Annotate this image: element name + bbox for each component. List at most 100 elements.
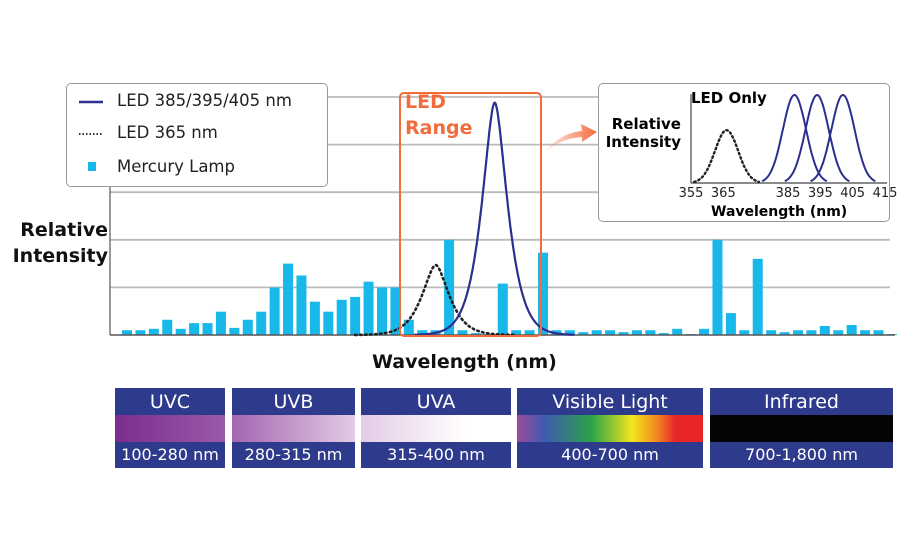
mercury-bar (457, 330, 468, 335)
mercury-bar (564, 330, 575, 335)
band-color-gradient (517, 415, 703, 442)
mercury-bar (363, 281, 374, 335)
mercury-bar (162, 319, 173, 335)
inset-y-label: Relative Intensity (605, 115, 681, 151)
band-range: 400-700 nm (561, 445, 659, 464)
mercury-bar (860, 330, 871, 335)
inset-curve (784, 93, 850, 183)
mercury-bar (846, 325, 857, 335)
mercury-bar (819, 325, 830, 335)
y-axis-label: Relative Intensity (12, 219, 108, 267)
mercury-bar (296, 275, 307, 335)
mercury-bar (148, 328, 159, 335)
mercury-bar (873, 330, 884, 335)
mercury-bar (202, 323, 213, 335)
inset-curve (693, 128, 761, 184)
mercury-bar (672, 328, 683, 335)
legend-swatches (79, 100, 103, 171)
mercury-bar (511, 330, 522, 335)
x-axis-label: Wavelength (nm) (372, 351, 557, 373)
inset-title: LED Only (691, 89, 767, 107)
mercury-bar (403, 319, 414, 335)
mercury-bar (497, 283, 508, 335)
band-range: 315-400 nm (387, 445, 485, 464)
legend: LED 385/395/405 nm LED 365 nm Mercury La… (66, 83, 328, 187)
spectrum-band-uvc: UVC 100-280 nm (115, 388, 225, 468)
mercury-bar (390, 287, 401, 335)
mercury-bar (645, 330, 656, 335)
inset-curve (761, 93, 828, 183)
mercury-bar (806, 330, 817, 335)
legend-led-365: LED 365 nm (117, 123, 218, 142)
mercury-bar (524, 330, 535, 335)
mercury-bar (605, 330, 616, 335)
inset-curve (810, 93, 876, 183)
band-color-gradient (115, 415, 225, 442)
mercury-bar (779, 332, 790, 335)
mercury-bar (833, 330, 844, 335)
band-name: UVB (273, 391, 314, 413)
mercury-bar (135, 330, 146, 335)
mercury-bar (578, 332, 589, 335)
mercury-bar (256, 311, 267, 335)
spectrum-band-infrared: Infrared 700-1,800 nm (710, 388, 893, 468)
legend-led-385-395-405: LED 385/395/405 nm (117, 91, 292, 110)
mercury-bar (618, 332, 629, 335)
mercury-bar (538, 252, 549, 335)
band-name: Visible Light (552, 391, 668, 413)
spectrum-band-visible-light: Visible Light 400-700 nm (517, 388, 703, 468)
arrow-icon (545, 124, 597, 152)
inset-x-tick: 405 (840, 186, 866, 201)
mercury-bar (658, 333, 669, 335)
legend-mercury-lamp: Mercury Lamp (117, 157, 235, 176)
spectrum-band-uva: UVA 315-400 nm (361, 388, 511, 468)
led-365-curve (353, 263, 517, 337)
mercury-bar (336, 299, 347, 335)
mercury-bar (122, 330, 132, 335)
mercury-bar (712, 239, 723, 335)
mercury-bar (470, 333, 481, 335)
mercury-bar (242, 319, 253, 335)
mercury-bar (725, 313, 736, 335)
mercury-bar (739, 330, 750, 335)
inset-led-only: LED Only Relative Intensity 355 365 385 395 4… (598, 83, 897, 222)
mercury-bar (269, 287, 280, 335)
band-range: 700-1,800 nm (745, 445, 858, 464)
mercury-bar (283, 263, 294, 335)
mercury-bar (417, 330, 428, 335)
inset-x-tick: 415 (872, 186, 898, 201)
mercury-bar (175, 328, 186, 335)
led-range-label: LED Range (405, 91, 473, 139)
band-color-gradient (710, 415, 893, 442)
band-color-gradient (232, 415, 355, 442)
mercury-bar (444, 239, 455, 335)
mercury-bar (699, 328, 710, 335)
inset-x-tick: 385 (775, 186, 801, 201)
mercury-bar (309, 301, 320, 335)
led-range-box (399, 92, 542, 337)
band-name: UVC (149, 391, 191, 413)
mercury-bar (350, 296, 361, 335)
band-range: 100-280 nm (121, 445, 219, 464)
mercury-bar (631, 330, 642, 335)
inset-x-tick: 355 (678, 186, 704, 201)
mercury-bar (189, 323, 200, 335)
band-name: UVA (416, 391, 456, 413)
mercury-bar (766, 330, 777, 335)
mercury-bar (752, 258, 763, 335)
mercury-bar (591, 330, 602, 335)
inset-x-tick: 365 (710, 186, 736, 201)
band-range: 280-315 nm (244, 445, 343, 464)
mercury-bar (215, 311, 226, 335)
mercury-bar (376, 287, 387, 335)
inset-x-tick: 395 (807, 186, 833, 201)
inset-x-label: Wavelength (nm) (711, 204, 848, 220)
band-color-gradient (361, 415, 511, 442)
spectrum-band-uvb: UVB 280-315 nm (232, 388, 355, 468)
mercury-bar (323, 311, 334, 335)
led-385-395-405-curve (414, 101, 575, 336)
inset-plot (690, 93, 887, 184)
legend-square-icon (88, 162, 96, 171)
mercury-bar (793, 330, 803, 335)
